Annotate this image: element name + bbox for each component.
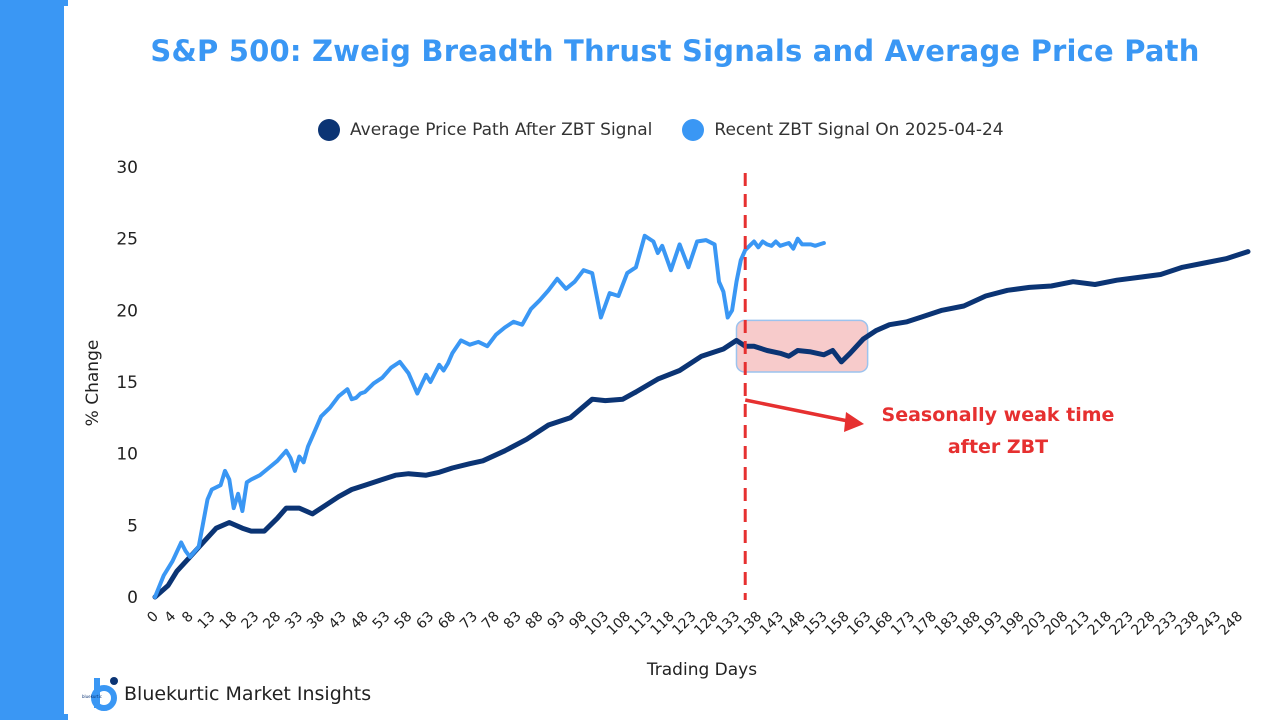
series-line-average — [152, 249, 1251, 600]
y-tick-label: 10 — [116, 445, 138, 465]
x-tick-label: 4 — [162, 608, 180, 626]
x-tick-label: 248 — [1216, 609, 1246, 639]
x-tick-label: 88 — [523, 609, 547, 633]
y-tick-label: 0 — [127, 588, 138, 608]
chart-legend: Average Price Path After ZBT Signal Rece… — [318, 118, 1034, 142]
brand-name: Bluekurtic Market Insights — [124, 683, 372, 705]
x-tick-label: 33 — [282, 609, 306, 633]
x-tick-label: 73 — [457, 609, 481, 633]
x-axis-label: Trading Days — [646, 660, 757, 680]
x-tick-label: 63 — [413, 609, 437, 633]
chart-title: S&P 500: Zweig Breadth Thrust Signals an… — [150, 34, 1200, 68]
x-tick-label: 68 — [435, 609, 459, 633]
x-tick-label: 0 — [144, 609, 162, 627]
legend-label-average: Average Price Path After ZBT Signal — [350, 120, 653, 140]
x-tick-label: 78 — [479, 609, 503, 633]
x-tick-label: 48 — [348, 609, 372, 633]
series-layer — [152, 233, 1251, 600]
legend-label-recent: Recent ZBT Signal On 2025-04-24 — [714, 120, 1004, 140]
legend-swatch-average — [318, 119, 340, 141]
x-tick-label: 58 — [391, 609, 415, 633]
legend-item-recent: Recent ZBT Signal On 2025-04-24 — [682, 119, 1004, 141]
annotation-label-line2: after ZBT — [948, 436, 1048, 458]
series-line-recent — [153, 233, 826, 599]
y-tick-label: 30 — [116, 158, 138, 178]
brand-logo-icon: bluekurtic — [82, 677, 118, 711]
legend-item-average: Average Price Path After ZBT Signal — [318, 119, 652, 141]
x-tick-label: 83 — [501, 609, 525, 633]
legend-swatch-recent — [682, 119, 705, 141]
x-tick-label: 28 — [260, 609, 284, 633]
annotation-label-line1: Seasonally weak time — [882, 404, 1115, 426]
left-accent-bar — [0, 0, 68, 720]
y-axis-label: % Change — [83, 340, 103, 427]
x-tick-label: 13 — [195, 609, 219, 633]
x-tick-label: 93 — [545, 609, 569, 633]
x-tick-label: 8 — [179, 609, 197, 627]
highlight-box-layer — [735, 319, 869, 373]
y-tick-label: 15 — [116, 373, 138, 393]
y-tick-label: 25 — [116, 230, 138, 250]
x-tick-label: 23 — [238, 609, 262, 633]
x-axis-ticks: 0 4 81318232833384348535863687378838893981… — [144, 608, 1246, 638]
annotation-arrow-shaft — [744, 398, 849, 423]
x-tick-label: 18 — [217, 609, 241, 633]
y-axis-ticks: 0 5 10 15 20 25 30 — [116, 158, 138, 608]
x-tick-label: 53 — [370, 609, 394, 633]
y-tick-label: 20 — [116, 301, 138, 321]
svg-text:bluekurtic: bluekurtic — [82, 694, 102, 699]
annotation-arrow-head — [844, 412, 864, 432]
y-tick-label: 5 — [127, 516, 138, 536]
brand-footer: bluekurtic Bluekurtic Market Insights — [80, 674, 371, 714]
x-tick-label: 38 — [304, 609, 328, 633]
weak-period-highlight — [735, 319, 869, 373]
x-tick-label: 43 — [326, 609, 350, 633]
annotation-layer — [743, 173, 864, 600]
